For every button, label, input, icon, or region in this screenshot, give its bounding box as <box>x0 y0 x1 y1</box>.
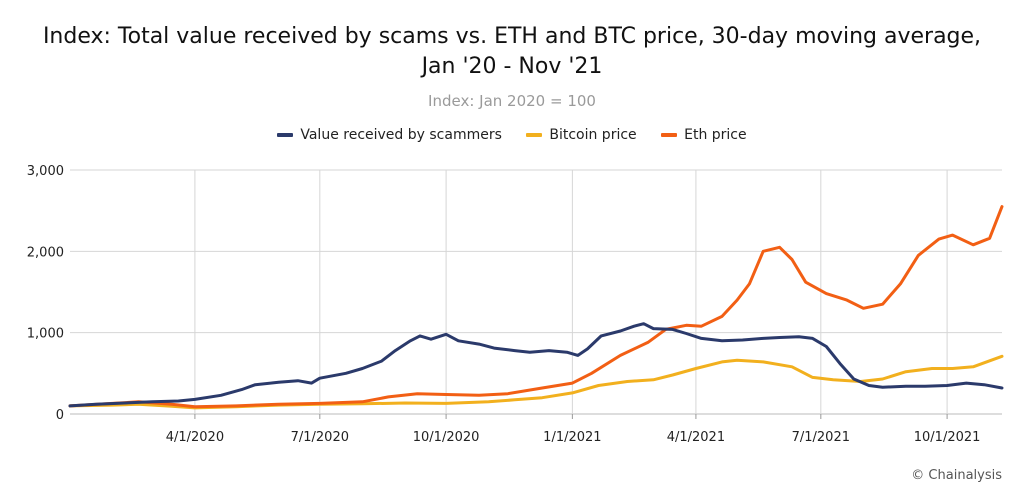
legend-label-bitcoin: Bitcoin price <box>549 127 637 143</box>
x-tick-label: 4/1/2021 <box>667 430 725 445</box>
y-tick-label: 1,000 <box>27 327 64 342</box>
legend-swatch-bitcoin <box>526 133 543 137</box>
y-tick-label: 0 <box>56 408 64 423</box>
chart-title: Index: Total value received by scams vs.… <box>0 22 1024 82</box>
chart-legend: Value received by scammers Bitcoin price… <box>0 127 1024 143</box>
x-tick-label: 4/1/2020 <box>166 430 224 445</box>
x-tick-label: 7/1/2021 <box>792 430 850 445</box>
x-tick-label: 7/1/2020 <box>291 430 349 445</box>
chart-title-line-2: Jan '20 - Nov '21 <box>421 54 603 79</box>
x-tick-label: 10/1/2021 <box>914 430 981 445</box>
y-tick-label: 3,000 <box>27 164 64 179</box>
legend-label-scammers: Value received by scammers <box>300 127 502 143</box>
x-tick-label: 10/1/2020 <box>413 430 480 445</box>
chart-subtitle: Index: Jan 2020 = 100 <box>428 92 596 110</box>
legend-swatch-eth <box>661 133 678 137</box>
series-line-eth <box>68 205 1004 409</box>
legend-label-eth: Eth price <box>684 127 747 143</box>
source-credit: © Chainalysis <box>911 468 1002 483</box>
legend-item-eth[interactable]: Eth price <box>661 127 747 143</box>
chart-title-line-1: Index: Total value received by scams vs.… <box>42 24 982 49</box>
legend-item-bitcoin[interactable]: Bitcoin price <box>526 127 637 143</box>
x-tick-label: 1/1/2021 <box>543 430 601 445</box>
legend-item-scammers[interactable]: Value received by scammers <box>277 127 502 143</box>
legend-swatch-scammers <box>277 133 294 137</box>
y-tick-label: 2,000 <box>27 245 64 260</box>
series-line-scammers <box>68 322 1004 408</box>
